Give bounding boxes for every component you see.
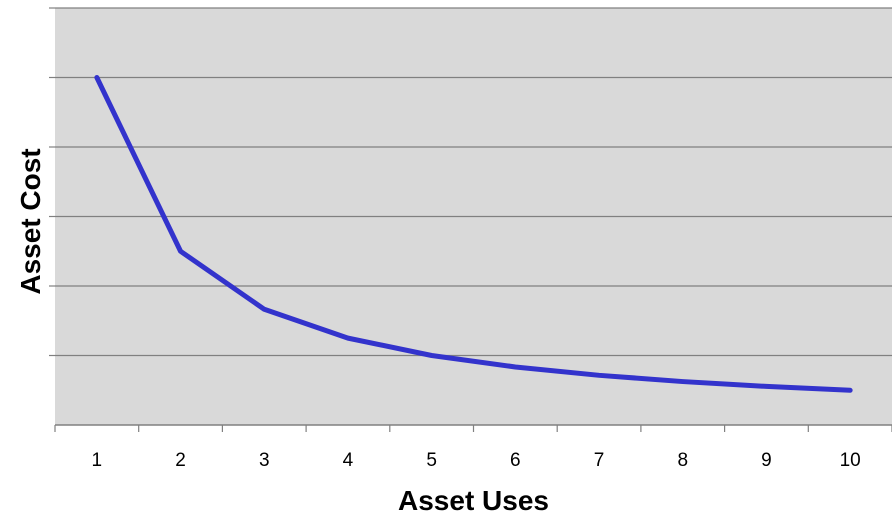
x-axis-ticks [54, 425, 892, 432]
x-tick-label: 1 [92, 450, 103, 471]
x-tick-label: 6 [510, 450, 521, 471]
x-tick-label: 3 [259, 450, 270, 471]
x-tick-label: 7 [594, 450, 605, 471]
x-tick-label: 5 [426, 450, 437, 471]
x-tick-label: 10 [840, 450, 861, 471]
x-tick-label: 9 [761, 450, 772, 471]
gridlines [49, 7, 892, 357]
series-line [94, 75, 853, 393]
x-tick-label: 8 [677, 450, 688, 471]
y-axis-title: Asset Cost [15, 148, 46, 294]
x-tick-label: 4 [343, 450, 354, 471]
x-axis-title: Asset Uses [398, 485, 549, 516]
x-axis-tick-labels: 1 2 3 4 5 6 7 8 9 10 [92, 450, 861, 471]
x-tick-label: 2 [175, 450, 186, 471]
